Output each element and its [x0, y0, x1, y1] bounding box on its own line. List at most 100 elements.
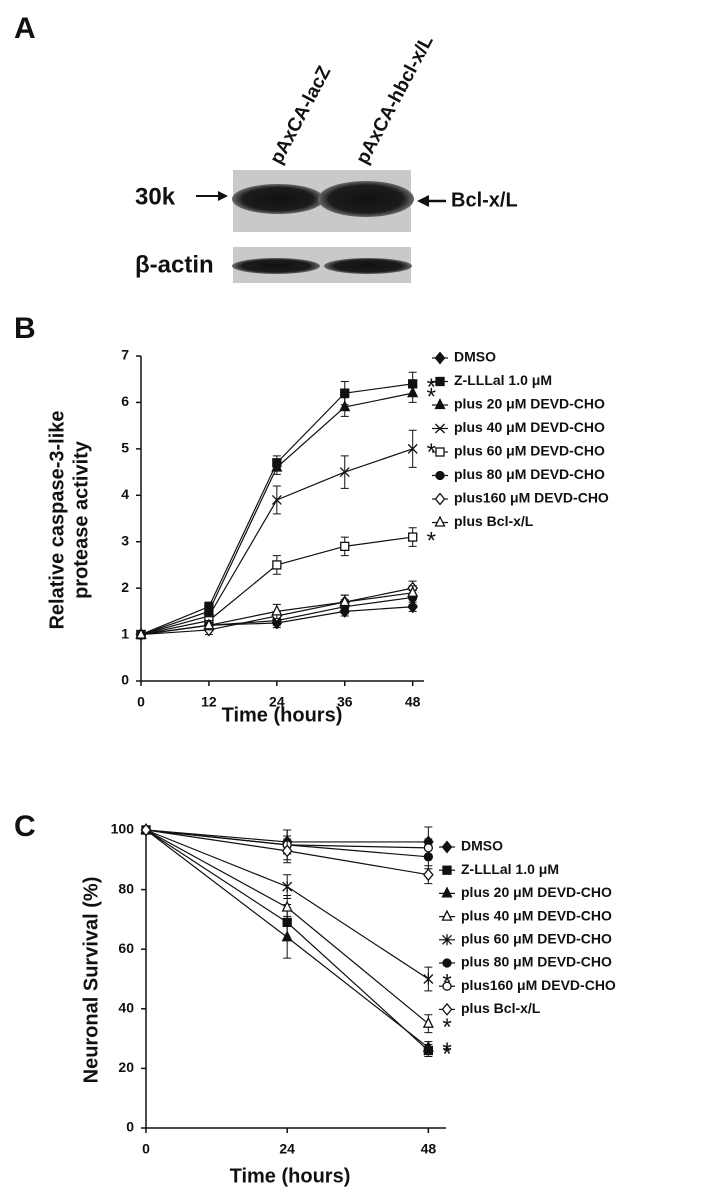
y-tick-label: 4	[121, 486, 129, 502]
legend-marker	[435, 423, 445, 434]
y-tick-label: 2	[121, 579, 129, 595]
y-tick-label: 0	[121, 672, 129, 688]
marker	[339, 400, 351, 412]
legend-label: plus 60 μM DEVD-CHO	[454, 443, 605, 459]
legend-marker	[442, 934, 452, 946]
y-tick-label: 40	[118, 1000, 134, 1016]
x-tick-label: 48	[405, 694, 421, 710]
marker	[271, 604, 283, 616]
annotation: *	[442, 1038, 451, 1065]
legend-marker	[434, 492, 446, 506]
blot-band	[232, 184, 324, 214]
marker	[423, 843, 434, 853]
legend-label: plus 40 μM DEVD-CHO	[454, 419, 605, 435]
y-tick-label: 20	[118, 1059, 134, 1075]
marker	[407, 386, 419, 398]
arrow-head	[417, 195, 429, 207]
y-tick-label: 0	[126, 1119, 134, 1135]
legend-marker	[434, 515, 446, 527]
legend-label: DMSO	[454, 349, 496, 365]
x-tick-label: 24	[269, 694, 285, 710]
marker	[423, 973, 434, 985]
x-tick-label: 0	[137, 694, 145, 710]
marker	[281, 930, 293, 942]
marker	[422, 1040, 434, 1052]
legend-marker	[442, 865, 452, 875]
marker	[282, 881, 293, 893]
marker	[272, 560, 282, 570]
legend-label: DMSO	[461, 838, 503, 854]
chart: C 0 20 40 60 80 100 0 24 48 Neuronal Survival (%) T…	[14, 810, 616, 1187]
y-tick-label: 3	[121, 532, 129, 548]
x-tick-label: 12	[201, 694, 217, 710]
y-tick-label: 60	[118, 940, 134, 956]
legend-label: plus 20 μM DEVD-CHO	[461, 884, 612, 900]
x-tick-label: 48	[421, 1141, 437, 1157]
y-tick-label: 5	[121, 440, 129, 456]
marker	[140, 823, 152, 837]
marker	[203, 618, 215, 630]
legend-marker	[441, 909, 453, 921]
legend-label: plus 20 μM DEVD-CHO	[454, 396, 605, 412]
y-axis-label: Relative caspase-3-like	[46, 410, 68, 629]
x-tick-label: 24	[279, 1141, 295, 1157]
legend-marker	[442, 958, 452, 968]
marker	[408, 532, 418, 542]
annotation: *	[427, 439, 436, 466]
blot-band	[318, 181, 414, 217]
lane-label: pAxCA-hbcl-x/L	[352, 32, 438, 168]
annotation: *	[427, 527, 436, 554]
y-tick-label: 100	[111, 821, 135, 837]
legend-label: plus 40 μM DEVD-CHO	[461, 907, 612, 923]
loading-control-label: β-actin	[135, 251, 214, 278]
lane-label: pAxCA-lacZ	[266, 62, 335, 167]
legend-marker	[441, 840, 453, 854]
legend-label: plus 80 μM DEVD-CHO	[461, 954, 612, 970]
marker	[281, 844, 293, 858]
annotation: *	[427, 374, 436, 401]
panel-label: C	[14, 810, 36, 843]
legend-label: plus Bcl-x/L	[461, 1000, 541, 1016]
annotation: *	[427, 383, 436, 410]
legend-marker	[434, 351, 446, 365]
legend-label: plus Bcl-x/L	[454, 513, 534, 529]
blot-band	[232, 258, 320, 274]
marker	[423, 868, 434, 882]
marker	[422, 1016, 434, 1028]
panel-a: A pAxCA-lacZ pAxCA-hbcl-x/L 30k Bcl-x/L …	[14, 12, 518, 283]
legend-label: Z-LLLal 1.0 μM	[454, 372, 552, 388]
annotation: *	[442, 1014, 451, 1041]
legend-marker	[435, 447, 445, 457]
legend-marker	[435, 470, 445, 481]
y-tick-label: 7	[121, 347, 129, 363]
legend-marker	[435, 376, 445, 387]
marker	[281, 900, 293, 912]
legend-label: plus160 μM DEVD-CHO	[461, 977, 616, 993]
marker	[135, 627, 147, 639]
annotation: *	[442, 1041, 451, 1068]
x-axis-label: Time (hours)	[230, 1165, 351, 1187]
x-axis-label: Time (hours)	[222, 704, 343, 726]
marker	[340, 388, 350, 398]
legend-marker	[441, 886, 453, 898]
legend-marker	[434, 398, 446, 410]
legend-label: plus 80 μM DEVD-CHO	[454, 466, 605, 482]
legend-label: plus160 μM DEVD-CHO	[454, 490, 609, 506]
legend-label: Z-LLLal 1.0 μM	[461, 861, 559, 877]
panel-label: B	[14, 312, 36, 345]
marker	[271, 494, 282, 505]
marker	[339, 595, 351, 607]
y-axis-label: protease activity	[70, 440, 92, 599]
size-marker: 30k	[135, 183, 176, 210]
x-tick-label: 0	[142, 1141, 150, 1157]
y-tick-label: 6	[121, 393, 129, 409]
band-label: Bcl-x/L	[451, 189, 518, 211]
y-axis-label: Neuronal Survival (%)	[80, 877, 102, 1084]
blot-band	[324, 258, 412, 274]
marker	[271, 460, 283, 472]
y-tick-label: 1	[121, 625, 129, 641]
legend-marker	[442, 981, 452, 991]
panel-label: A	[14, 12, 36, 45]
x-tick-label: 36	[337, 694, 353, 710]
